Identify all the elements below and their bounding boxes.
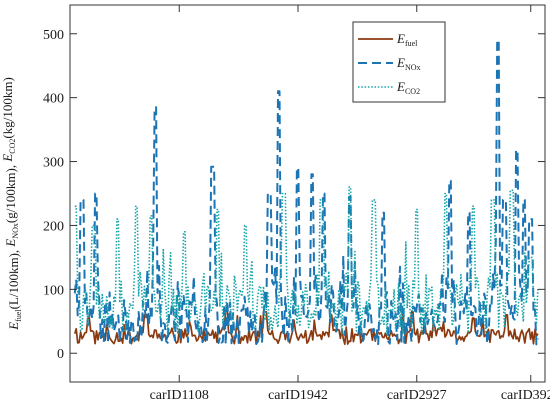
plot-frame: [69, 4, 546, 383]
y-tick-label: 100: [43, 283, 64, 298]
y-axis-label-text: Efuel(L/100km), ENOx(g/100km), ECO2(kg/1…: [0, 77, 23, 331]
x-tick-label: carID2927: [387, 388, 447, 403]
legend-label-co2: ECO2: [396, 79, 420, 96]
legend-label-nox: ENOx: [396, 55, 421, 72]
y-tick-label: 300: [43, 156, 64, 171]
y-tick-label: 0: [57, 347, 64, 362]
ticks-layer: 0 100 200 300 400 500 carID1108 carID1942 carID2…: [43, 5, 550, 403]
y-axis-label: Efuel(L/100km), ENOx(g/100km), ECO2(kg/1…: [0, 77, 23, 331]
series-line-nox: [73, 39, 539, 346]
y-tick-label: 500: [43, 28, 64, 43]
series-line-fuel: [73, 307, 539, 346]
y-tick-label: 400: [43, 92, 64, 107]
x-tick-label: carID1942: [268, 388, 328, 403]
series-layer: [73, 39, 539, 346]
series-line-co2: [74, 186, 539, 336]
legend-box: [352, 21, 446, 103]
legend: Efuel ENOx ECO2: [352, 21, 446, 103]
y-tick-label: 200: [43, 219, 64, 234]
x-tick-label: carID3927: [501, 388, 550, 403]
x-tick-label: carID1108: [150, 388, 209, 403]
legend-label-fuel: Efuel: [396, 31, 418, 48]
